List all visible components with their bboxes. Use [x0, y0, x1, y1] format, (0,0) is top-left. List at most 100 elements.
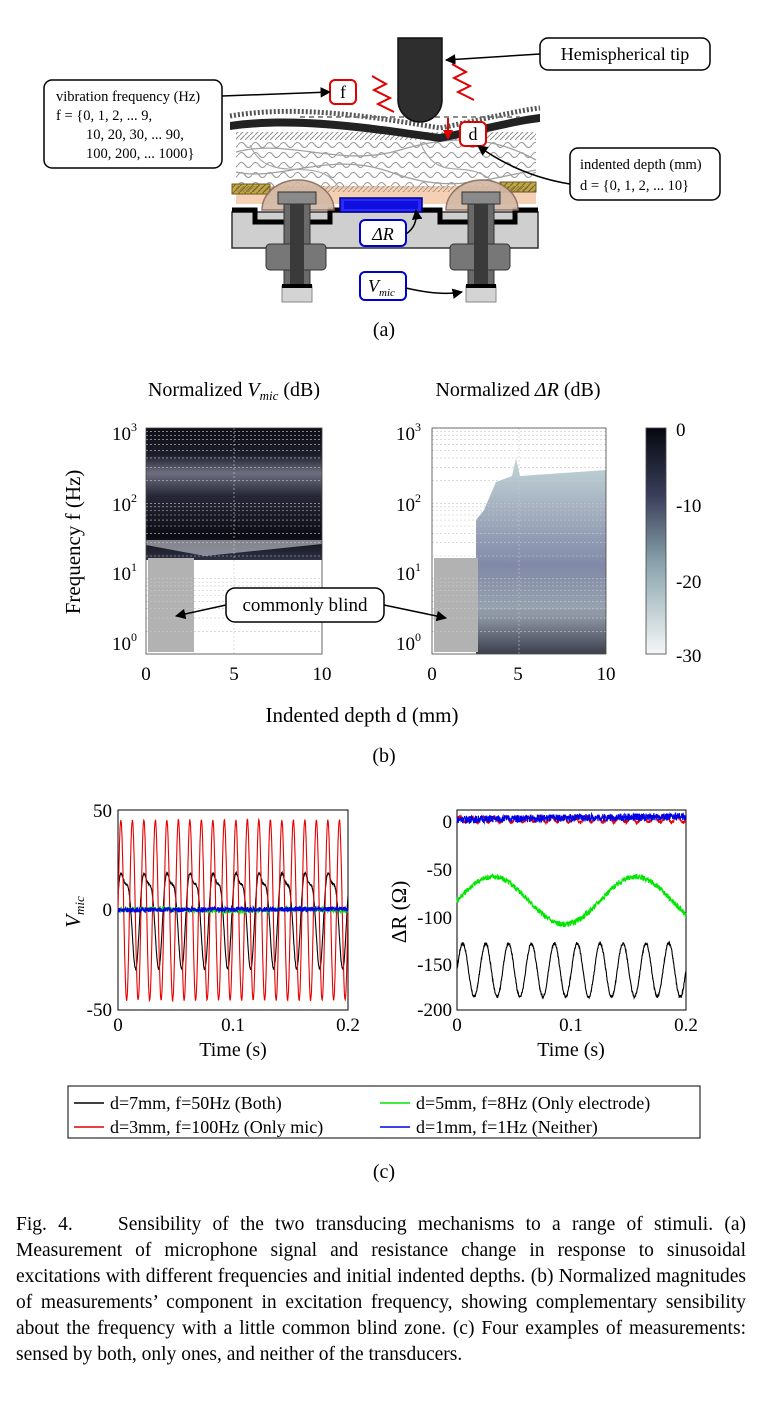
- bolt-left: [265, 191, 327, 303]
- series-line-1: [456, 872, 687, 928]
- colorbar: [645, 427, 667, 655]
- ytick-left-1e2: 102: [112, 491, 137, 516]
- ytick-left-1e3: 103: [112, 420, 137, 445]
- legend-label-3: d=1mm, f=1Hz (Neither): [416, 1117, 598, 1138]
- plot-left-xlabel: Time (s): [199, 1039, 267, 1061]
- xtick-left-0: 0: [141, 664, 151, 685]
- heatmap-left-title: Normalized Vmic (dB): [148, 379, 320, 403]
- plot-right-yticks: 0 -50 -100 -150 -200: [417, 812, 452, 1021]
- f-tag: f: [340, 82, 346, 102]
- depth-box-title: indented depth (mm): [580, 157, 702, 173]
- colorbar-tick-10: -10: [676, 496, 701, 517]
- hemispherical-tip: [397, 37, 443, 123]
- xtick-right-5: 5: [513, 664, 523, 685]
- freq-box-line2: 10, 20, 30, ... 90,: [86, 127, 184, 143]
- ytick-left-1e1: 101: [112, 560, 137, 585]
- right-ytick-minus150: -150: [417, 955, 452, 976]
- right-ytick-minus100: -100: [417, 908, 452, 929]
- plot-right-xticks: 0 0.1 0.2: [452, 1015, 698, 1036]
- heatmap-right-yticks: 103 102 101 100: [396, 420, 421, 655]
- plot-left-xticks: 0 0.1 0.2: [113, 1015, 360, 1036]
- left-ytick-50: 50: [93, 801, 112, 822]
- figure-caption: Fig. 4. Sensibility of the two transduci…: [16, 1212, 746, 1368]
- freq-box-line1: f = {0, 1, 2, ... 9,: [56, 108, 152, 124]
- panel-c-label: (c): [373, 1161, 395, 1183]
- panel-c: 50 0 -50 0 0.1 0.2 Time (s) Vmic 0 -50 -…: [61, 801, 701, 1183]
- dR-tag-box: [359, 219, 407, 247]
- freq-box-line3: 100, 200, ... 1000}: [86, 146, 194, 162]
- blind-zone-label: commonly blind: [242, 595, 368, 616]
- caption-text: Sensibility of the two transducing mecha…: [16, 1214, 746, 1365]
- heatmap-right-title: Normalized ΔR (dB): [435, 379, 600, 401]
- caption-head: Fig. 4.: [16, 1214, 73, 1235]
- legend-item-0: d=7mm, f=50Hz (Both): [74, 1093, 282, 1114]
- colorbar-tick-30: -30: [676, 646, 701, 667]
- ytick-right-1e3: 103: [396, 420, 421, 445]
- right-xtick-0.1: 0.1: [559, 1015, 583, 1036]
- series-line-3: [117, 904, 349, 914]
- depth-box: [569, 147, 721, 201]
- vmic-tag: Vmic: [368, 276, 395, 299]
- d-tag: d: [469, 124, 478, 144]
- plot-right-xlabel: Time (s): [537, 1039, 605, 1061]
- legend-item-1: d=5mm, f=8Hz (Only electrode): [380, 1093, 650, 1114]
- ytick-right-1e0: 100: [396, 630, 421, 655]
- right-ytick-0: 0: [443, 812, 453, 833]
- heatmap-left-yticks: 103 102 101 100: [112, 420, 137, 655]
- panel-a-label: (a): [373, 319, 395, 341]
- left-ytick-0: 0: [103, 900, 113, 921]
- right-xtick-0.2: 0.2: [674, 1015, 698, 1036]
- freq-box: [43, 79, 223, 169]
- legend-label-0: d=7mm, f=50Hz (Both): [110, 1093, 282, 1114]
- colorbar-ticks: 0 -10 -20 -30: [676, 420, 701, 667]
- xtick-right-0: 0: [427, 664, 437, 685]
- d-tag-box: [459, 121, 487, 147]
- xtick-left-10: 10: [313, 664, 332, 685]
- legend-item-3: d=1mm, f=1Hz (Neither): [380, 1117, 598, 1138]
- legend-box: [67, 1085, 701, 1139]
- legend-item-2: d=3mm, f=100Hz (Only mic): [74, 1117, 323, 1138]
- plot-left-series: [117, 817, 349, 1003]
- ytick-right-1e1: 101: [396, 560, 421, 585]
- plot-right-frame: [456, 809, 687, 1011]
- plot-right-series: [456, 811, 687, 1000]
- left-xtick-0.1: 0.1: [221, 1015, 245, 1036]
- series-line-0: [456, 940, 687, 1000]
- colorbar-tick-0: 0: [676, 420, 686, 441]
- heatmap-right-frame: [431, 427, 607, 655]
- panel-b-label: (b): [372, 745, 395, 767]
- left-ytick-minus50: -50: [87, 1000, 112, 1021]
- left-xtick-0: 0: [113, 1015, 123, 1036]
- heatmap-ylabel: Frequency f (Hz): [61, 470, 85, 615]
- ytick-right-1e2: 102: [396, 491, 421, 516]
- right-ytick-minus200: -200: [417, 1000, 452, 1021]
- vibration-zigzag-right: [451, 63, 475, 101]
- right-xtick-0: 0: [452, 1015, 462, 1036]
- panel-a: f d ΔR Vmic Hemispherical tip vibration …: [43, 37, 721, 341]
- heatmap-right-blind-zone: [434, 558, 478, 652]
- legend-label-2: d=3mm, f=100Hz (Only mic): [110, 1117, 323, 1138]
- heatmap-xlabel: Indented depth d (mm): [265, 703, 458, 727]
- left-xtick-0.2: 0.2: [336, 1015, 360, 1036]
- vmic-tag-box: [359, 271, 407, 301]
- vibration-zigzag-left: [371, 75, 395, 113]
- plot-left-yticks: 50 0 -50: [87, 801, 112, 1021]
- right-ytick-minus50: -50: [427, 860, 452, 881]
- freq-box-title: vibration frequency (Hz): [56, 89, 200, 105]
- heatmap-left-frame: [145, 427, 323, 655]
- ytick-left-1e0: 100: [112, 630, 137, 655]
- heatmap-xticks: 0 5 10 0 5 10: [141, 664, 615, 685]
- xtick-right-10: 10: [597, 664, 616, 685]
- plot-right-ylabel: ΔR (Ω): [387, 881, 411, 943]
- legend-label-1: d=5mm, f=8Hz (Only electrode): [416, 1093, 650, 1114]
- heatmap-left-blind-zone: [148, 558, 194, 652]
- colorbar-tick-20: -20: [676, 572, 701, 593]
- depth-box-line1: d = {0, 1, 2, ... 10}: [580, 178, 689, 194]
- plot-left-ylabel: Vmic: [61, 896, 87, 928]
- tip-label: Hemispherical tip: [561, 44, 689, 64]
- series-line-3: [456, 811, 687, 826]
- panel-b: Normalized Vmic (dB) Normalized ΔR (dB) …: [61, 379, 701, 767]
- bolt-right: [449, 191, 511, 303]
- xtick-left-5: 5: [229, 664, 239, 685]
